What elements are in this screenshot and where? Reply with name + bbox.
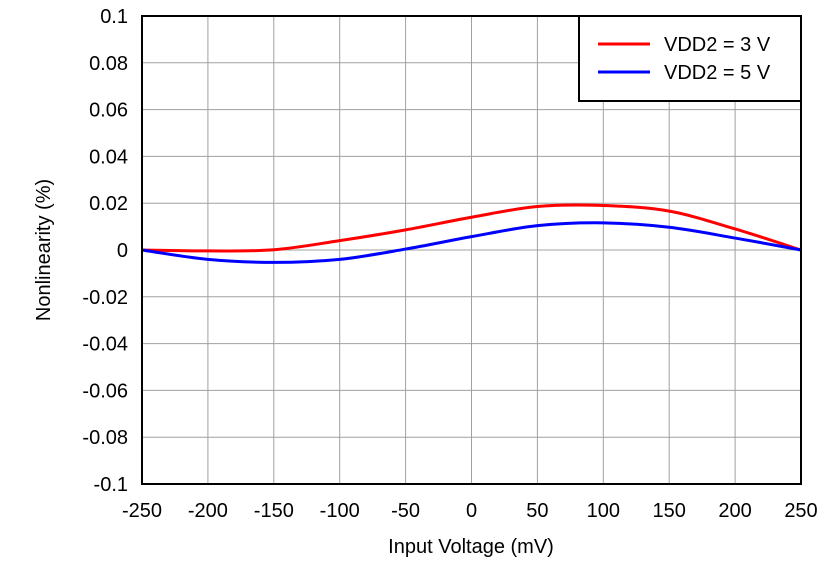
- x-tick-label: -250: [122, 500, 162, 522]
- legend-box: [578, 15, 802, 102]
- x-tick-label: -50: [391, 500, 420, 522]
- x-tick-label: 200: [718, 500, 751, 522]
- y-tick-label: 0: [117, 240, 128, 262]
- x-tick-label: 100: [587, 500, 620, 522]
- y-tick-label: 0.02: [89, 193, 128, 215]
- y-tick-label: 0.06: [89, 100, 128, 122]
- series-line-1: [141, 221, 802, 264]
- series-line-0: [141, 203, 802, 253]
- y-tick-label: -0.06: [82, 380, 128, 402]
- plot-frame: [141, 15, 802, 485]
- y-tick-label: -0.02: [82, 287, 128, 309]
- x-tick-label: 150: [653, 500, 686, 522]
- x-tick-label: -200: [188, 500, 228, 522]
- legend-label: VDD2 = 5 V: [664, 62, 771, 84]
- y-tick-label: -0.04: [82, 334, 128, 356]
- x-tick-label: 250: [784, 500, 817, 522]
- x-tick-label: 0: [466, 500, 477, 522]
- y-tick-label: -0.1: [94, 474, 128, 496]
- x-tick-label: -150: [254, 500, 294, 522]
- series-lines: [141, 203, 802, 264]
- y-axis-label: Nonlinearity (%): [33, 179, 55, 321]
- x-tick-labels: -250 -200 -150 -100 -50 0 50 100 150 200 250: [122, 500, 818, 522]
- x-tick-label: -100: [320, 500, 360, 522]
- y-tick-label: 0.08: [89, 53, 128, 75]
- y-tick-label: 0.04: [89, 146, 128, 168]
- x-axis-label: Input Voltage (mV): [388, 536, 554, 558]
- y-tick-label: 0.1: [100, 6, 128, 28]
- legend: VDD2 = 3 V VDD2 = 5 V: [578, 15, 802, 102]
- legend-label: VDD2 = 3 V: [664, 34, 771, 56]
- y-tick-label: -0.08: [82, 427, 128, 449]
- y-tick-labels: 0.1 0.08 0.06 0.04 0.02 0 -0.02 -0.04 -0.06 -0.08…: [82, 6, 128, 496]
- x-tick-label: 50: [526, 500, 548, 522]
